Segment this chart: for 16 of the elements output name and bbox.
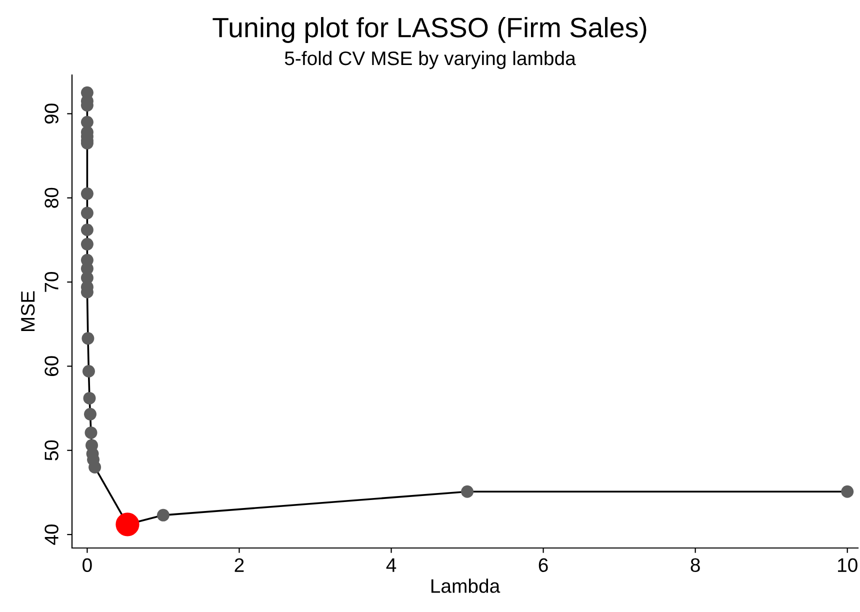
x-tick-label: 0 xyxy=(82,558,92,572)
y-tick-label: 60 xyxy=(44,356,58,376)
y-tick-label: 70 xyxy=(44,272,58,292)
x-tick-label: 2 xyxy=(234,558,244,572)
chart-subtitle: 5-fold CV MSE by varying lambda xyxy=(284,50,576,70)
x-tick-label: 4 xyxy=(386,558,396,572)
x-tick-label: 8 xyxy=(690,558,700,572)
y-tick-label: 50 xyxy=(44,440,58,460)
x-tick-label: 6 xyxy=(538,558,548,572)
y-axis-title: MSE xyxy=(20,291,35,331)
y-tick-label: 90 xyxy=(44,104,58,124)
y-tick-label: 40 xyxy=(44,524,58,545)
chart-title: Tuning plot for LASSO (Firm Sales) xyxy=(212,17,646,43)
x-tick-label: 10 xyxy=(838,558,858,572)
y-tick-label: 80 xyxy=(44,188,58,208)
x-axis-title: Lambda xyxy=(431,578,500,593)
